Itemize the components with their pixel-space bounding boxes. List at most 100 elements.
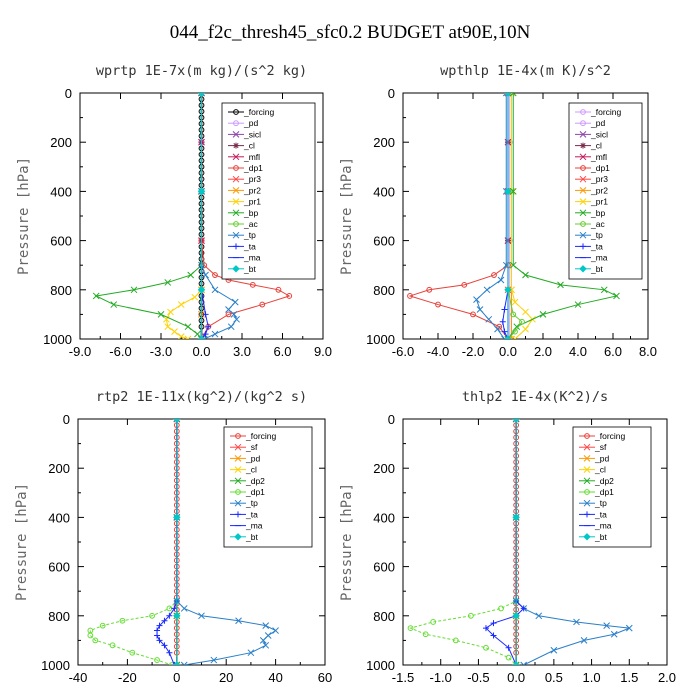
series-line-ta xyxy=(201,93,209,339)
data-point xyxy=(512,612,520,620)
data-point xyxy=(173,661,181,665)
legend-marker xyxy=(233,120,239,127)
legend-marker xyxy=(233,109,239,115)
legend-label: _ac xyxy=(243,219,258,229)
legend-marker xyxy=(232,209,240,217)
data-point xyxy=(490,632,497,639)
legend-label: _mfl xyxy=(243,152,260,162)
data-point xyxy=(470,311,476,318)
legend-label: _bt xyxy=(590,264,603,274)
x-tick-label: 1.5 xyxy=(620,670,638,685)
data-point xyxy=(510,311,517,318)
y-tick-label: 600 xyxy=(48,560,70,575)
legend-label: _forcing xyxy=(245,431,277,441)
data-point xyxy=(249,281,256,288)
data-point xyxy=(156,622,163,629)
legend-label: _tp xyxy=(243,230,256,240)
y-tick-label: 1000 xyxy=(43,332,72,347)
y-tick-label: 800 xyxy=(50,283,72,298)
legend-marker xyxy=(584,489,590,495)
data-point xyxy=(452,637,459,644)
legend-label: _pr1 xyxy=(590,197,608,207)
data-point xyxy=(482,625,489,632)
legend-marker xyxy=(580,109,586,115)
data-point xyxy=(259,637,267,644)
data-point xyxy=(535,612,543,620)
legend-label: _pr2 xyxy=(590,185,608,195)
data-point xyxy=(161,642,168,649)
legend-marker xyxy=(580,243,586,250)
legend-marker xyxy=(233,165,239,171)
data-point xyxy=(197,93,206,97)
y-tick-label: 200 xyxy=(373,461,395,476)
x-tick-label: -6.0 xyxy=(392,344,414,359)
x-tick-label: 0.0 xyxy=(192,344,210,359)
data-point xyxy=(286,293,293,299)
data-point xyxy=(491,272,497,278)
legend-label: _forcing xyxy=(243,107,275,117)
legend-label: _pr1 xyxy=(243,197,261,207)
figure-title: 044_f2c_thresh45_sfc0.2 BUDGET at90E,10N xyxy=(169,22,531,43)
legend-marker xyxy=(580,120,586,127)
data-point xyxy=(539,311,547,318)
legend-marker xyxy=(235,511,241,518)
y-tick-label: 200 xyxy=(50,135,72,150)
data-point xyxy=(511,335,519,339)
data-point xyxy=(198,612,205,620)
y-tick-label: 400 xyxy=(373,184,395,199)
legend-marker xyxy=(579,175,587,183)
y-tick-label: 200 xyxy=(373,135,395,150)
data-point xyxy=(512,513,520,522)
data-point xyxy=(407,625,414,631)
data-point xyxy=(494,325,501,333)
data-point xyxy=(227,323,235,331)
data-point xyxy=(230,311,238,318)
series-layer xyxy=(407,93,620,339)
x-tick-label: 60 xyxy=(318,670,332,685)
data-point xyxy=(504,93,512,97)
legend: _forcing_sf_pd _cl_dp2_dp1_tp_ta _ma_bt xyxy=(223,426,313,548)
legend-label: _dp1 xyxy=(594,487,614,497)
x-tick-label: -3.0 xyxy=(150,344,172,359)
data-point xyxy=(171,662,178,665)
series-layer xyxy=(92,93,293,339)
data-point xyxy=(171,328,178,335)
x-tick-label: 3.0 xyxy=(233,344,251,359)
legend-label: _bt xyxy=(245,532,258,542)
y-axis-label: Pressure [hPa] xyxy=(339,483,355,601)
legend-marker xyxy=(234,533,242,541)
data-point xyxy=(164,279,172,286)
data-point xyxy=(490,620,497,627)
data-point xyxy=(154,657,160,663)
y-tick-label: 0 xyxy=(65,86,72,101)
data-point xyxy=(173,612,181,620)
data-point xyxy=(504,286,512,294)
data-point xyxy=(435,301,441,308)
legend-marker xyxy=(232,198,240,205)
legend-label: _pd xyxy=(594,453,609,463)
legend-label: _ta xyxy=(245,509,258,519)
y-tick-label: 600 xyxy=(373,234,395,249)
y-tick-label: 400 xyxy=(373,510,395,525)
y-tick-label: 1000 xyxy=(366,658,395,673)
data-point xyxy=(407,293,413,299)
x-tick-label: 6.0 xyxy=(273,344,291,359)
data-point xyxy=(167,308,174,316)
data-point xyxy=(512,419,520,423)
data-point xyxy=(119,617,126,624)
data-point xyxy=(497,276,505,284)
legend-marker xyxy=(583,443,591,451)
data-point xyxy=(520,605,527,612)
data-point xyxy=(509,93,517,97)
data-point xyxy=(212,272,218,278)
data-point xyxy=(522,271,529,279)
legend-marker xyxy=(580,142,586,149)
data-point xyxy=(610,630,618,638)
legend-label: _dp2 xyxy=(245,476,265,486)
legend-label: _ma xyxy=(590,253,608,263)
data-point xyxy=(197,335,206,339)
data-point xyxy=(262,641,270,649)
y-tick-label: 400 xyxy=(48,510,70,525)
legend-marker xyxy=(579,198,587,205)
